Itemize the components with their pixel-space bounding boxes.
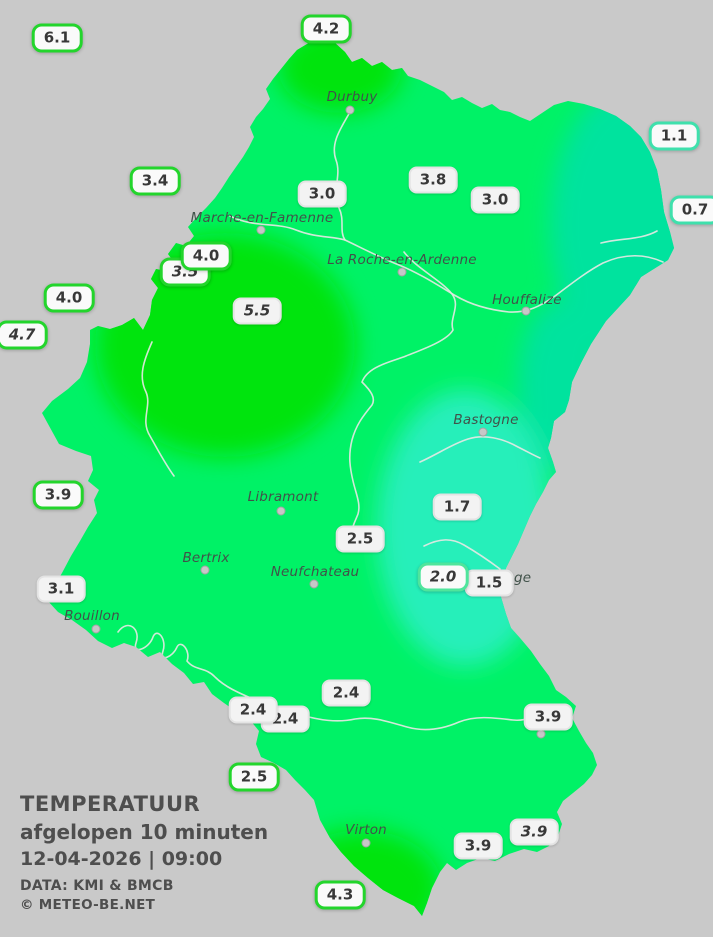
datetime-label: 12-04-2026 | 09:00 bbox=[20, 848, 223, 870]
city-dot bbox=[345, 105, 355, 115]
station-value-box: 1.5 bbox=[464, 569, 514, 597]
city-dot bbox=[521, 306, 531, 316]
city-dot bbox=[397, 267, 407, 277]
station-value-box: 2.4 bbox=[228, 696, 278, 724]
station-value-box: 4.0 bbox=[43, 283, 95, 313]
station-value-box: 4.7 bbox=[0, 320, 48, 350]
station-value-box: 3.4 bbox=[129, 166, 181, 196]
city-dot bbox=[478, 427, 488, 437]
city-label: Virton bbox=[345, 822, 387, 838]
city-dot bbox=[276, 506, 286, 516]
page-subtitle: afgelopen 10 minuten bbox=[20, 820, 269, 844]
page-title: TEMPERATUUR bbox=[20, 792, 201, 816]
station-value-box: 3.9 bbox=[523, 703, 573, 731]
city-label: Houffalize bbox=[492, 292, 562, 308]
data-source: DATA: KMI & BMCB bbox=[20, 878, 174, 894]
city-label: Neufchateau bbox=[270, 564, 360, 580]
station-value-box: 3.8 bbox=[408, 166, 458, 194]
city-label: Bastogne bbox=[453, 412, 519, 428]
city-dot bbox=[256, 225, 266, 235]
station-value-box: 2.5 bbox=[335, 525, 385, 553]
station-value-box: 4.0 bbox=[180, 241, 232, 271]
station-value-box: 3.9 bbox=[453, 832, 503, 860]
region-warm-northwest bbox=[95, 233, 355, 457]
city-label: Marche-en-Famenne bbox=[190, 210, 334, 226]
city-label: Durbuy bbox=[326, 89, 378, 105]
station-value-box: 2.0 bbox=[417, 562, 469, 592]
station-value-box: 1.7 bbox=[432, 493, 482, 521]
city-dot bbox=[536, 729, 546, 739]
city-dot bbox=[200, 565, 210, 575]
station-value-box: 3.0 bbox=[470, 186, 520, 214]
station-value-box: 3.9 bbox=[32, 480, 84, 510]
station-value-box: 6.1 bbox=[31, 23, 83, 53]
station-value-box: 2.5 bbox=[228, 762, 280, 792]
city-label: Bouillon bbox=[64, 608, 120, 624]
station-value-box: 3.1 bbox=[36, 575, 86, 603]
station-value-box: 0.7 bbox=[669, 195, 713, 225]
city-label: Bertrix bbox=[182, 550, 230, 566]
station-value-box: 5.5 bbox=[232, 297, 282, 325]
city-dot bbox=[361, 838, 371, 848]
city-dot bbox=[91, 624, 101, 634]
station-value-box: 3.9 bbox=[509, 818, 559, 846]
station-value-box: 4.3 bbox=[314, 880, 366, 910]
station-value-box: 4.2 bbox=[300, 14, 352, 44]
city-dot bbox=[309, 579, 319, 589]
station-value-box: 1.1 bbox=[648, 121, 700, 151]
city-label: La Roche-en-Ardenne bbox=[327, 252, 477, 268]
copyright-label: © METEO-BE.NET bbox=[20, 897, 156, 913]
info-panel: TEMPERATUUR afgelopen 10 minuten 12-04-2… bbox=[20, 792, 268, 913]
station-value-box: 2.4 bbox=[321, 679, 371, 707]
city-label: Libramont bbox=[247, 489, 319, 505]
station-value-box: 3.0 bbox=[297, 180, 347, 208]
